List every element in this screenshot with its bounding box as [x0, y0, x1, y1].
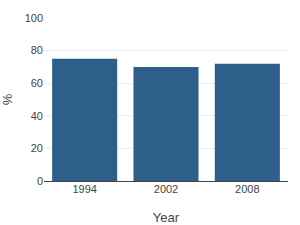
svg-text:Year: Year: [153, 210, 180, 225]
svg-text:0: 0: [37, 175, 43, 187]
svg-text:%: %: [0, 93, 15, 105]
svg-text:2002: 2002: [154, 183, 178, 195]
svg-text:100: 100: [25, 12, 43, 24]
svg-text:1994: 1994: [72, 183, 96, 195]
svg-text:80: 80: [31, 44, 43, 56]
svg-text:40: 40: [31, 110, 43, 122]
svg-text:60: 60: [31, 77, 43, 89]
svg-text:20: 20: [31, 142, 43, 154]
svg-text:2008: 2008: [235, 183, 259, 195]
